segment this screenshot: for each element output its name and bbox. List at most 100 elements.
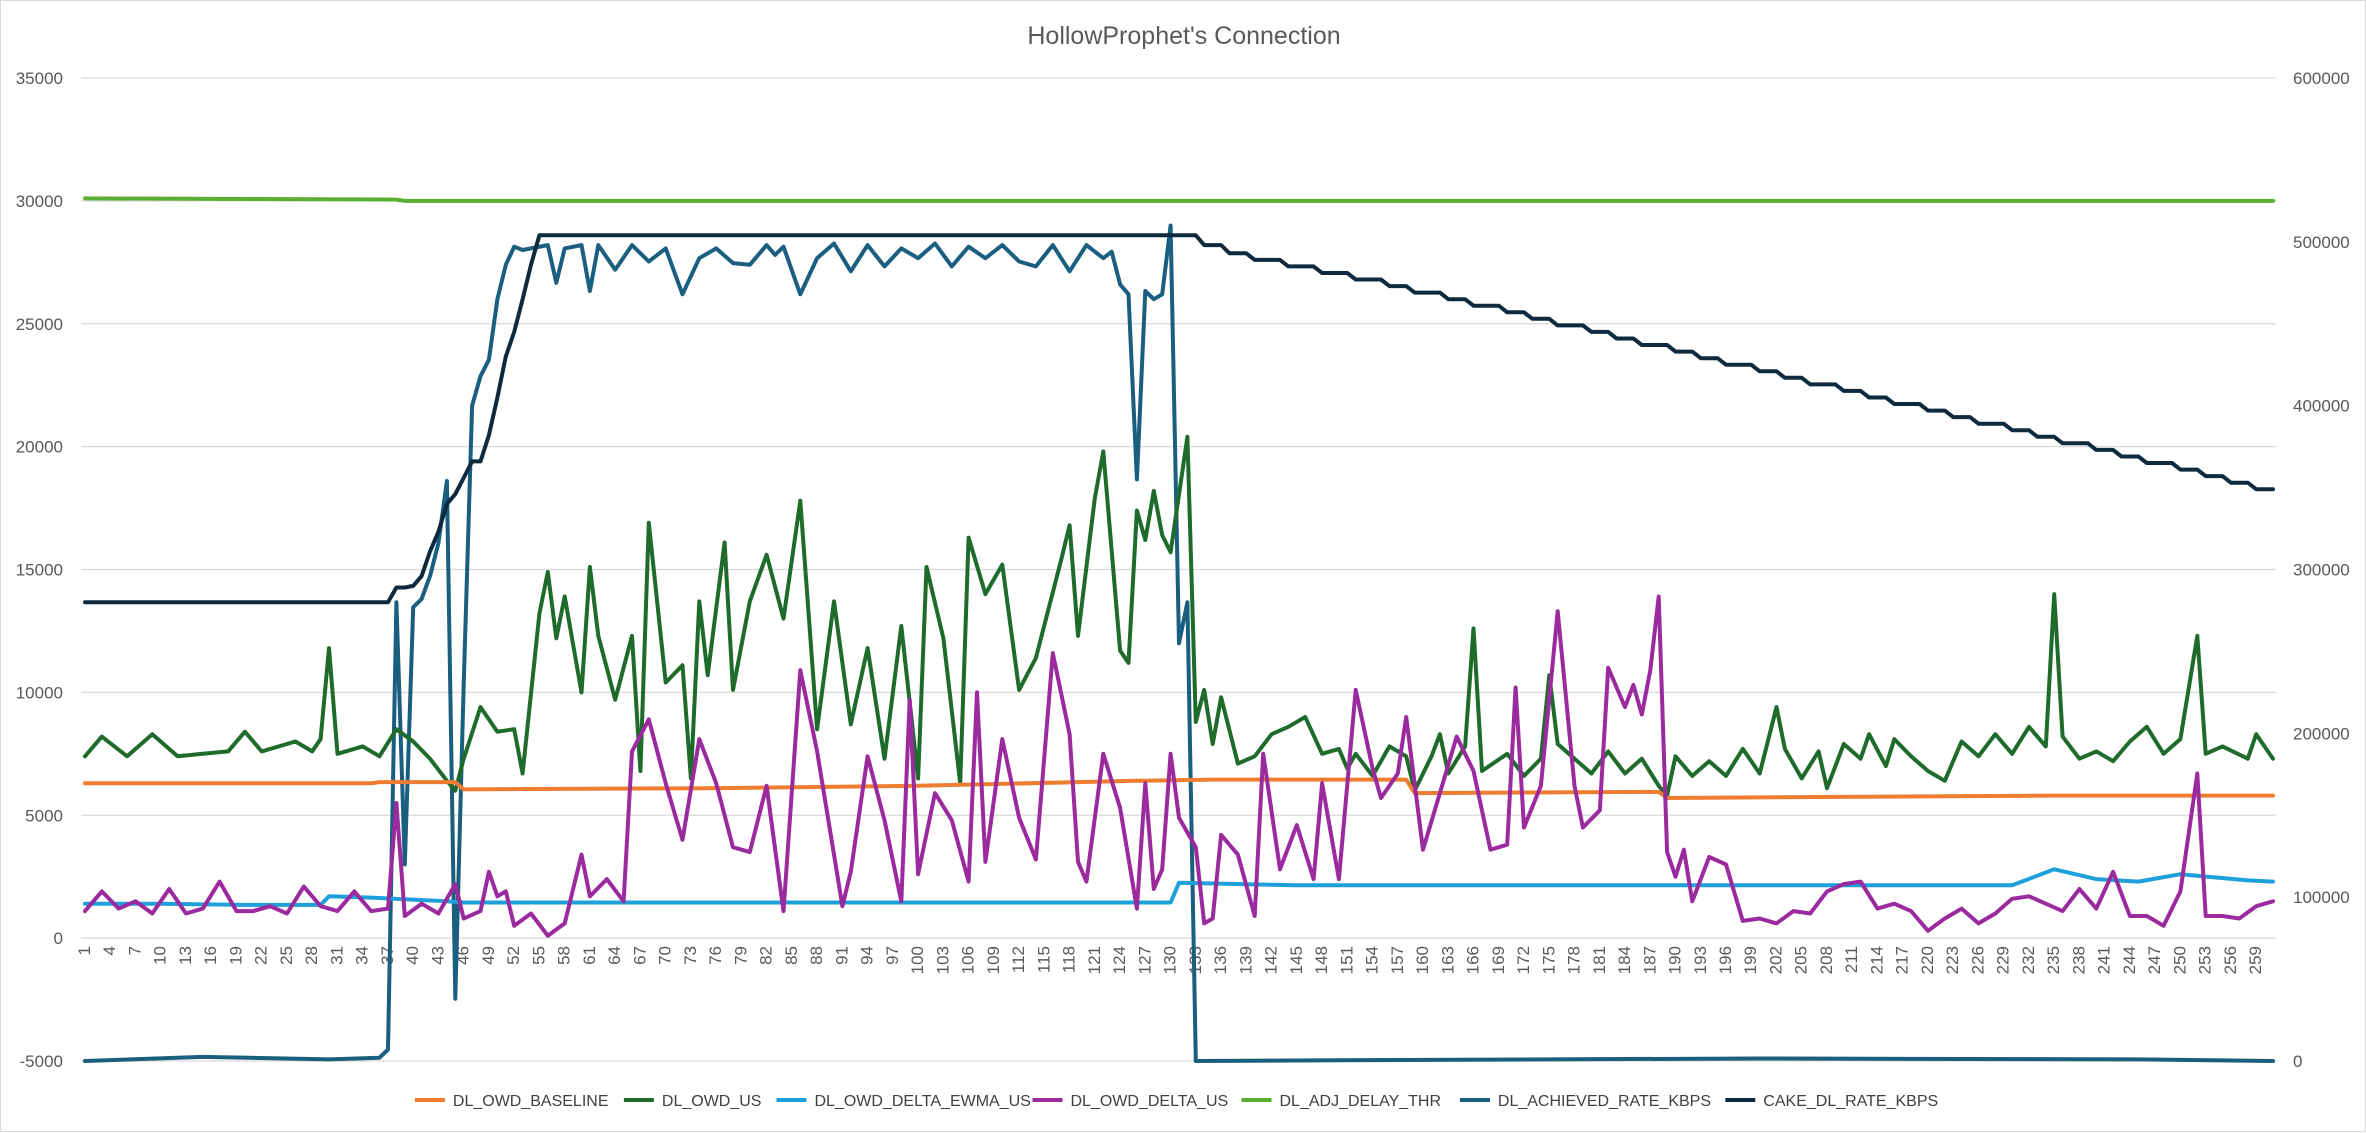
x-tick-label: 169 [1489,946,1508,974]
right-tick-label: 600000 [2293,69,2350,88]
series-lines [83,196,2275,1063]
x-tick-label: 226 [1968,946,1987,974]
x-tick-label: 91 [832,946,851,965]
x-tick-label: 214 [1867,946,1886,974]
x-tick-label: 250 [2170,946,2189,974]
x-tick-label: 172 [1514,946,1533,974]
x-tick-label: 124 [1110,946,1129,974]
x-tick-label: 184 [1615,946,1634,974]
x-tick-label: 127 [1135,946,1154,974]
left-tick-label: 15000 [16,561,63,580]
x-tick-label: 19 [226,946,245,965]
legend-label: DL_OWD_DELTA_EWMA_US [815,1093,1031,1110]
left-tick-label: 25000 [16,315,63,334]
legend-label: DL_ACHIEVED_RATE_KBPS [1498,1093,1711,1110]
x-tick-label: 37 [378,946,397,965]
x-tick-label: 118 [1060,946,1079,973]
x-tick-label: 43 [428,946,447,965]
left-tick-label: -5000 [20,1052,63,1071]
x-tick-label: 145 [1287,946,1306,974]
x-tick-label: 244 [2120,946,2139,974]
x-tick-label: 241 [2095,946,2114,974]
x-tick-label: 154 [1363,946,1382,974]
x-tick-label: 22 [252,946,271,965]
x-tick-label: 82 [757,946,776,965]
right-y-axis: 0 100000 200000 300000 400000 500000 600000 [2293,69,2350,1071]
x-tick-label: 40 [403,946,422,965]
left-tick-label: 0 [54,929,63,948]
left-tick-label: 35000 [16,69,63,88]
left-tick-label: 5000 [25,806,63,825]
right-tick-label: 100000 [2293,888,2350,907]
x-tick-label: 211 [1842,946,1861,973]
legend-label: DL_ADJ_DELAY_THR [1280,1093,1442,1110]
x-tick-label: 106 [959,946,978,974]
x-tick-label: 88 [807,946,826,965]
legend-item: DL_ADJ_DELAY_THR [1241,1093,1442,1110]
legend-label: DL_OWD_US [662,1093,762,1110]
right-tick-label: 400000 [2293,397,2350,416]
x-tick-label: 70 [656,946,675,965]
x-tick-label: 175 [1539,946,1558,974]
x-tick-label: 190 [1666,946,1685,974]
x-tick-label: 64 [605,946,624,965]
x-tick-label: 229 [1994,946,2013,974]
x-tick-label: 121 [1085,946,1104,974]
legend-label: DL_OWD_DELTA_US [1071,1093,1229,1110]
legend-item: DL_OWD_DELTA_US [1032,1093,1229,1110]
x-tick-label: 109 [984,946,1003,974]
x-tick-label: 253 [2196,946,2215,974]
x-tick-label: 181 [1590,946,1609,974]
x-tick-label: 166 [1464,946,1483,974]
x-tick-label: 163 [1438,946,1457,974]
legend-item: DL_OWD_US [623,1093,762,1110]
x-tick-label: 136 [1211,946,1230,974]
x-tick-label: 100 [908,946,927,974]
x-tick-label: 193 [1691,946,1710,974]
x-tick-label: 34 [353,946,372,965]
x-tick-label: 31 [327,946,346,965]
x-tick-label: 94 [858,946,877,965]
legend: DL_OWD_BASELINE DL_OWD_US DL_OWD_DELTA_EWM… [414,1093,1938,1110]
x-tick-label: 55 [529,946,548,965]
series-line-dl-owd-delta-ewma-us [83,867,2275,907]
x-axis: 1 4 7 10 13 16 19 22 25 28 31 34 37 40 43 46 49 52 55 58 61 6… [75,946,2265,974]
legend-item: DL_OWD_BASELINE [414,1093,609,1110]
series-line-dl-owd-delta-us [83,594,2275,938]
legend-label: DL_OWD_BASELINE [453,1093,609,1110]
right-tick-label: 0 [2293,1052,2302,1071]
x-tick-label: 160 [1413,946,1432,974]
series-line-dl-owd-us [83,434,2275,798]
chart-title: HollowProphet's Connection [1027,22,1340,50]
series-line-dl-achieved-rate-kbps [83,223,2275,1063]
x-tick-label: 157 [1388,946,1407,974]
series-line-cake-dl-rate-kbps [83,233,2275,605]
x-tick-label: 223 [1943,946,1962,974]
legend-item: DL_ACHIEVED_RATE_KBPS [1459,1093,1711,1110]
x-tick-label: 58 [555,946,574,965]
legend-item: CAKE_DL_RATE_KBPS [1725,1093,1938,1110]
x-tick-label: 130 [1161,946,1180,974]
right-tick-label: 500000 [2293,233,2350,252]
x-tick-label: 73 [681,946,700,965]
x-tick-label: 112 [1009,946,1028,973]
x-tick-label: 85 [782,946,801,965]
x-tick-label: 247 [2145,946,2164,974]
x-tick-label: 49 [479,946,498,965]
x-tick-label: 232 [2019,946,2038,974]
x-tick-label: 178 [1565,946,1584,974]
x-tick-label: 16 [201,946,220,965]
x-tick-label: 139 [1236,946,1255,974]
right-tick-label: 300000 [2293,561,2350,580]
x-tick-label: 148 [1312,946,1331,974]
series-line-dl-adj-delay-thr [83,196,2275,203]
x-tick-label: 205 [1792,946,1811,974]
x-tick-label: 196 [1716,946,1735,974]
x-tick-label: 7 [125,946,144,955]
legend-item: DL_OWD_DELTA_EWMA_US [776,1093,1031,1110]
x-tick-label: 103 [933,946,952,974]
x-tick-label: 142 [1262,946,1281,974]
x-tick-label: 202 [1766,946,1785,974]
